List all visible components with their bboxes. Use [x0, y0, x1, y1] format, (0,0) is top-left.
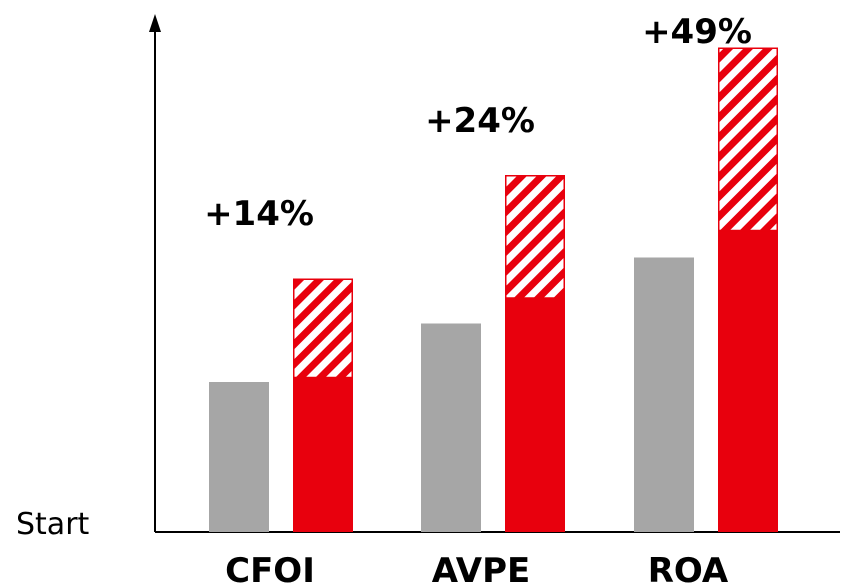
baseline-label: Start [16, 507, 90, 542]
bar-increment-roa [718, 47, 778, 232]
bar-series-2-avpe [505, 298, 565, 532]
annotation-avpe: +24% [425, 101, 535, 141]
annotation-roa: +49% [642, 12, 752, 52]
y-axis-arrow-icon [149, 14, 161, 32]
bar-series-1-roa [634, 257, 694, 532]
bar-series-2-cfoi [293, 377, 353, 532]
bar-series-1-avpe [421, 323, 481, 532]
labels-group: CFOI +14% AVPE +24% ROA +49% [204, 12, 752, 586]
annotation-cfoi: +14% [204, 194, 314, 234]
category-label-cfoi: CFOI [225, 551, 315, 586]
bar-increment-cfoi [293, 278, 353, 379]
category-label-avpe: AVPE [432, 551, 530, 586]
bar-increment-avpe [505, 175, 565, 299]
bar-series-1-cfoi [209, 382, 269, 532]
category-label-roa: ROA [648, 551, 729, 586]
bars-group [209, 47, 778, 532]
bar-series-2-roa [718, 230, 778, 532]
